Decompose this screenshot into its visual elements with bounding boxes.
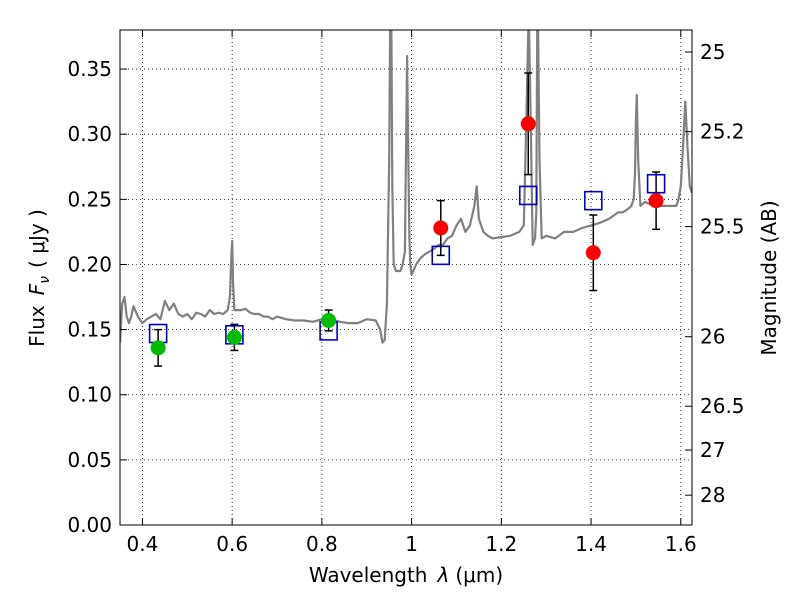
y-tick-label: 0.10 xyxy=(67,383,112,407)
y-tick-label: 0.05 xyxy=(67,448,112,472)
y-tick-label: 0.25 xyxy=(67,187,112,211)
x-axis-symbol: λ xyxy=(437,563,450,587)
y2-tick-label: 27 xyxy=(700,438,725,462)
y-axis-symbol: F xyxy=(25,283,49,295)
x-tick-label: 1 xyxy=(405,532,418,556)
nir-data-point xyxy=(648,193,664,209)
data-points-layer xyxy=(150,116,664,356)
y-tick-label: 0.00 xyxy=(67,513,112,537)
x-tick-label: 1.2 xyxy=(485,532,517,556)
model-square xyxy=(584,190,603,211)
x-tick-label: 1.4 xyxy=(575,532,607,556)
axis-ticks xyxy=(120,30,692,526)
x-axis-unit: (μm) xyxy=(455,563,503,587)
nir-data-point xyxy=(433,220,449,236)
spectrum-layer xyxy=(120,30,692,344)
model-square xyxy=(431,245,451,266)
spectrum-line xyxy=(120,30,692,344)
optical-data-point xyxy=(150,340,166,356)
y-tick-label: 0.20 xyxy=(67,252,112,276)
plot-frame xyxy=(119,29,693,526)
y2-tick-label: 25.5 xyxy=(700,215,745,239)
y2-axis-label: Magnitude (AB) xyxy=(757,200,781,355)
model-squares-layer xyxy=(148,173,666,345)
y-tick-label: 0.35 xyxy=(67,57,112,81)
y2-tick-label: 25 xyxy=(700,40,725,64)
model-square xyxy=(518,185,538,206)
x-tick-label: 0.8 xyxy=(306,532,338,556)
y2-tick-label: 26 xyxy=(700,325,725,349)
nir-data-point xyxy=(585,245,601,261)
optical-data-point xyxy=(321,312,337,328)
y2-tick-label: 28 xyxy=(700,483,725,507)
y-tick-label: 0.30 xyxy=(67,122,112,146)
optical-data-point xyxy=(226,329,242,345)
y-axis-unit: ( μJy ) xyxy=(25,209,49,268)
y-tick-label: 0.15 xyxy=(67,318,112,342)
nir-data-point xyxy=(520,116,536,132)
x-axis-label: Wavelength λ (μm) xyxy=(309,563,503,587)
model-square xyxy=(646,173,666,194)
x-axis-label-text: Wavelength xyxy=(309,563,428,587)
y-axis-label: Flux Fν ( μJy ) xyxy=(25,209,53,347)
y-axis-subscript: ν xyxy=(37,276,53,284)
x-tick-label: 0.4 xyxy=(127,532,159,556)
y2-tick-label: 26.5 xyxy=(700,394,745,418)
y-axis-label-text: Flux xyxy=(25,305,49,347)
y2-tick-label: 25.2 xyxy=(700,120,745,144)
x-tick-label: 1.6 xyxy=(665,532,697,556)
axis-tick-labels: 0.4 0.6 0.8 1 1.2 1.4 1.6 0.00 0.05 0.10 0.15 0.20 0… xyxy=(67,40,744,556)
x-tick-label: 0.6 xyxy=(216,532,248,556)
